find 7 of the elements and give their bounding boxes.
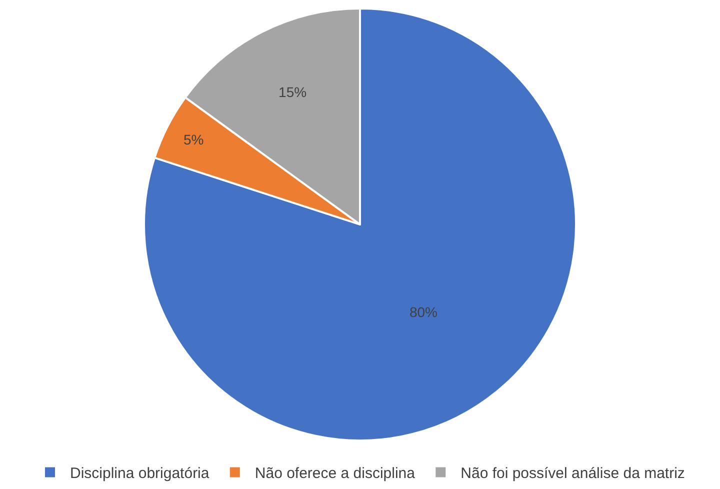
legend-label: Não foi possível análise da matriz [460, 465, 685, 482]
legend-label: Disciplina obrigatória [70, 465, 210, 482]
legend-label: Não oferece a disciplina [254, 465, 416, 482]
data-label: 15% [278, 84, 307, 100]
data-label: 5% [183, 132, 204, 148]
pie-slice [143, 7, 577, 442]
data-label: 80% [409, 304, 438, 320]
